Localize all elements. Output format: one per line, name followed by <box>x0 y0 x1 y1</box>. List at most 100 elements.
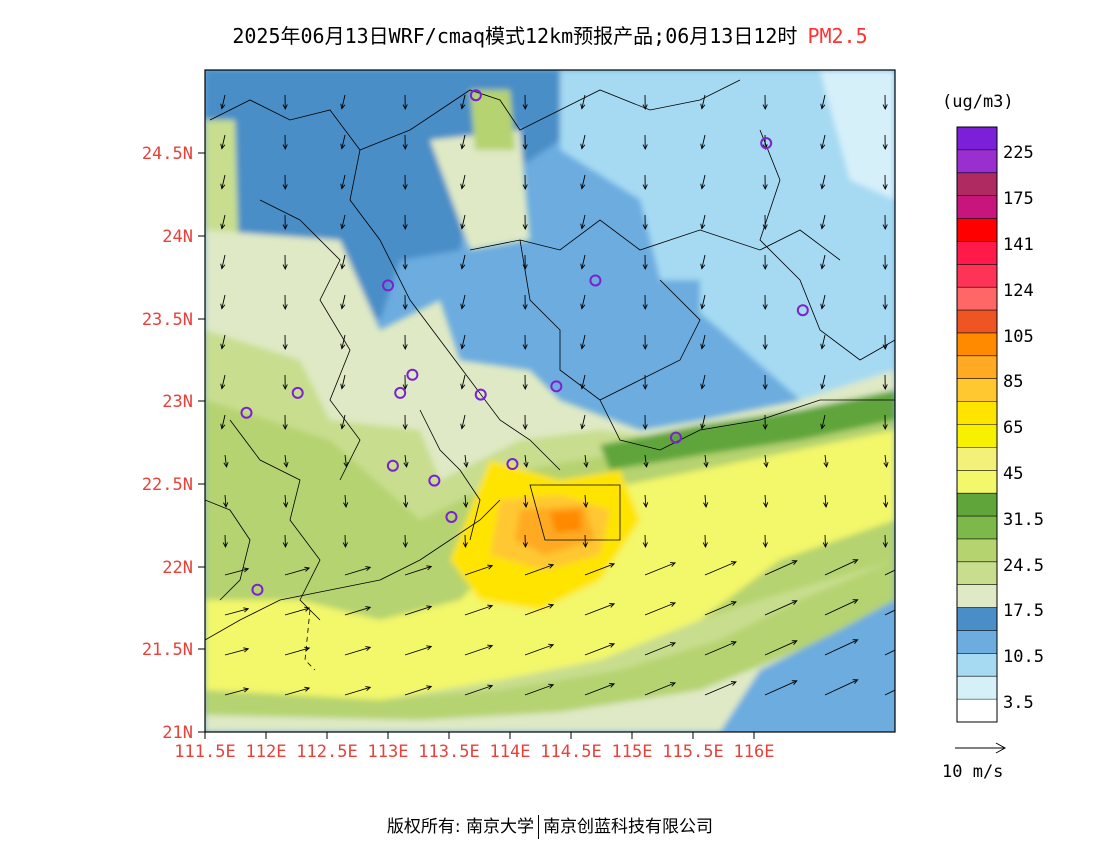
wind-arrow <box>642 214 648 231</box>
colorbar-units: (ug/m3) <box>942 92 1014 112</box>
wind-arrow <box>582 534 588 549</box>
wind-arrow <box>703 454 709 468</box>
wind-arrow <box>524 563 555 576</box>
wind-arrow <box>460 94 466 110</box>
wind-arrow <box>460 414 466 430</box>
wind-arrow <box>700 214 706 230</box>
footer-left: 版权所有: 南京大学 <box>386 817 535 837</box>
boundary-coast-east <box>599 399 895 451</box>
wind-arrow <box>340 294 346 310</box>
wind-arrow <box>583 454 589 468</box>
wind-arrow <box>344 686 372 696</box>
station-marker <box>469 89 482 102</box>
wind-arrow <box>642 414 648 431</box>
lat-tick-215: 21.5N <box>142 640 205 660</box>
wind-arrow <box>343 494 349 508</box>
colorbar-label: 65 <box>1003 418 1023 438</box>
wind-arrow <box>402 414 408 431</box>
wind-arrow <box>820 294 826 310</box>
field-south-pale <box>205 610 895 732</box>
wind-arrow <box>340 174 346 190</box>
wind-arrow <box>220 134 226 150</box>
wind-arrow <box>882 134 888 151</box>
station-marker <box>669 431 682 444</box>
colorbar-label: 85 <box>1003 372 1023 392</box>
wind-arrow <box>883 454 889 468</box>
colorbar-swatch <box>957 287 997 311</box>
wind-arrow <box>882 414 888 431</box>
wind-arrow <box>220 334 226 350</box>
wind-arrow <box>700 334 706 350</box>
wind-arrow <box>522 254 528 271</box>
wind-arrow <box>283 454 289 468</box>
colorbar-swatch <box>957 470 997 494</box>
wind-arrow <box>762 374 768 391</box>
wind-arrow <box>584 602 616 616</box>
wind-arrow <box>404 565 433 576</box>
lat-tick-245: 24.5N <box>142 144 205 164</box>
wind-arrow <box>580 174 586 190</box>
wind-arrow <box>283 494 289 508</box>
wind-arrow <box>222 534 228 549</box>
colorbar-swatch <box>957 538 997 563</box>
colorbar-swatch <box>957 676 997 700</box>
wind-arrow <box>220 254 226 270</box>
footer-separator <box>538 815 540 839</box>
wind-arrow <box>282 174 288 191</box>
colorbar-swatch <box>957 378 997 402</box>
wind-arrow <box>820 94 826 110</box>
wind-arrow <box>642 134 648 151</box>
lat-axis: 24.5N 24N 23.5N 23N 22.5N 22N 21.5N 21N <box>142 144 205 743</box>
colorbar-swatch <box>957 607 997 631</box>
wind-arrow <box>522 534 528 549</box>
lon-label: 111.5E <box>174 742 235 762</box>
wind-arrow <box>703 494 709 508</box>
wind-arrow <box>402 254 408 271</box>
wind-arrow <box>522 134 528 151</box>
pm25-field <box>205 70 895 732</box>
wind-arrow <box>344 606 372 616</box>
wind-arrow <box>340 214 346 230</box>
lon-tick-1125: 112.5E <box>296 732 358 762</box>
colorbar-swatch <box>957 424 997 448</box>
lat-tick-23: 23N <box>162 392 205 412</box>
wind-arrow <box>460 334 466 350</box>
wind-arrow <box>284 566 311 576</box>
colorbar-labels: 225 175 141 124 105 85 65 45 31.5 24.5 1… <box>1003 143 1044 713</box>
wind-scale-label: 10 m/s <box>942 762 1004 782</box>
colorbar-swatch <box>957 218 997 242</box>
wind-arrow <box>464 644 494 656</box>
wind-arrow <box>522 414 528 431</box>
wind-arrow <box>642 534 648 549</box>
wind-arrow <box>644 562 677 576</box>
wind-arrow <box>762 254 768 271</box>
wind-arrow <box>402 534 408 549</box>
boundary-hongkong-box <box>529 484 621 541</box>
wind-arrow <box>284 606 311 616</box>
colorbar-label: 225 <box>1003 143 1034 163</box>
wind-arrow <box>524 683 555 696</box>
boundary-2 <box>359 79 741 151</box>
wind-arrow <box>642 254 648 271</box>
field-palest-ne <box>820 70 895 200</box>
colorbar-label: 3.5 <box>1003 693 1034 713</box>
wind-arrow <box>762 414 768 431</box>
wind-arrow <box>820 134 826 150</box>
colorbar-swatch <box>957 584 997 608</box>
colorbar-swatch <box>957 516 997 540</box>
wind-arrow <box>402 374 408 391</box>
lat-tick-225: 22.5N <box>142 475 205 495</box>
colorbar-swatch <box>957 630 997 654</box>
wind-arrow <box>642 334 648 351</box>
wind-vectors <box>220 94 895 696</box>
station-marker <box>428 474 441 487</box>
wind-arrow <box>820 174 826 190</box>
lon-axis: 111.5E 112E 112.5E 113E 113.5E 114E 114.… <box>174 732 774 762</box>
wind-arrow <box>464 564 494 576</box>
wind-arrow <box>700 294 706 310</box>
wind-arrow <box>523 494 529 508</box>
wind-arrow <box>402 214 408 231</box>
wind-arrow <box>524 603 555 616</box>
wind-arrow <box>462 534 468 549</box>
wind-arrow <box>460 134 466 150</box>
